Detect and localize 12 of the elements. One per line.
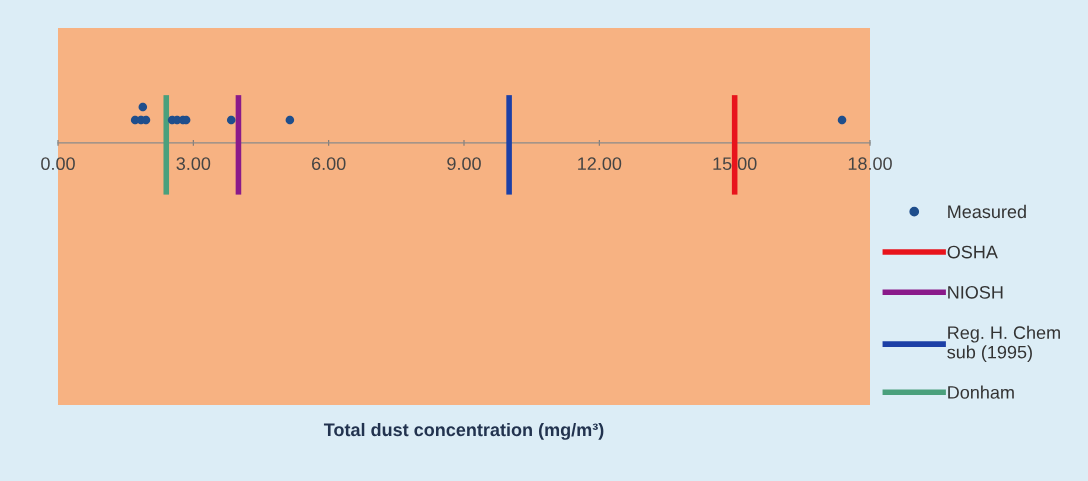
x-tick-label: 6.00 xyxy=(312,157,346,171)
legend-label: OSHA xyxy=(947,245,998,259)
legend-label: NIOSH xyxy=(948,285,1003,299)
text: Total dust concentration (mg/m³) xyxy=(323,422,604,440)
legend-label: Measured xyxy=(948,204,1026,219)
x-tick-label: 12.00 xyxy=(578,157,622,171)
legend-label: Donham xyxy=(948,385,1014,399)
x-tick-label: 18.00 xyxy=(848,157,892,171)
x-tick-label: 9.00 xyxy=(447,157,481,171)
x-tick-label: 3.00 xyxy=(176,157,211,171)
legend-label: Reg. H. Chem sub (1995) xyxy=(947,325,1060,363)
x-tick-label: 0.00 xyxy=(41,157,75,171)
